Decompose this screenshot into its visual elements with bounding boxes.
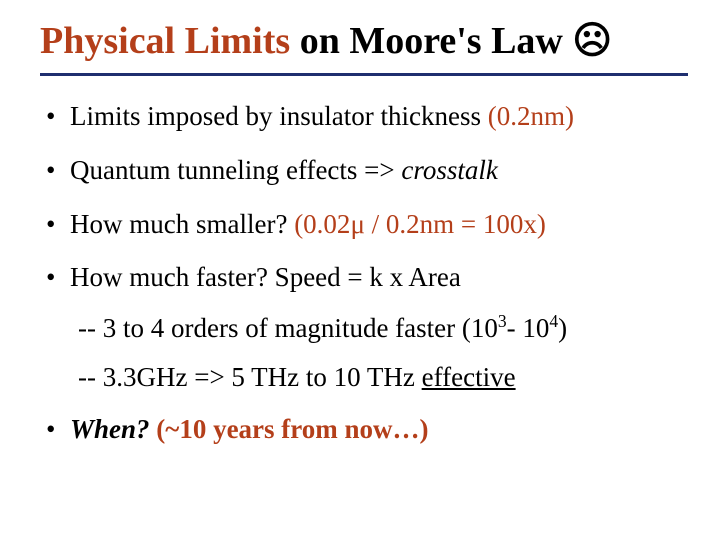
bullet-text: Quantum tunneling effects => [70,155,401,185]
sub-text-a: 3.3GHz => 5 THz to 10 THz [103,362,422,392]
sub-text-mid: - 10 [507,313,550,343]
sub-magnitude: -- 3 to 4 orders of magnitude faster (10… [40,313,688,344]
bullet-faster: How much faster? Speed = k x Area [40,261,688,295]
when-paren: (~10 years from now…) [150,414,429,444]
exp-4: 4 [549,311,558,331]
sub-text-end: ) [558,313,567,343]
bullet-tunneling: Quantum tunneling effects => crosstalk [40,154,688,188]
bullet-text: How much faster? Speed = k x Area [70,262,461,292]
sad-face-icon: ☹ [572,20,612,62]
bullet-list-final: When? (~10 years from now…) [40,413,688,447]
dash: -- [78,362,103,392]
title-accent: Physical Limits [40,20,290,62]
title-rest: on Moore's Law [290,20,572,62]
sub-under: effective [422,362,516,392]
bullet-text: How much smaller? [70,209,294,239]
sub-text-a: 3 to 4 orders of magnitude faster (10 [103,313,498,343]
bullet-smaller: How much smaller? (0.02μ / 0.2nm = 100x) [40,208,688,242]
when-label: When? [70,414,150,444]
slide-title: Physical Limits on Moore's Law ☹ [40,18,688,63]
bullet-list: Limits imposed by insulator thickness (0… [40,100,688,295]
bullet-ital: crosstalk [401,155,498,185]
bullet-red-b: / 0.2nm = 100x) [365,209,546,239]
bullet-insulator: Limits imposed by insulator thickness (0… [40,100,688,134]
dash: -- [78,313,103,343]
bullet-red: (0.2nm) [488,101,574,131]
bullet-when: When? (~10 years from now…) [40,413,688,447]
title-rule [40,73,688,76]
exp-3: 3 [498,311,507,331]
bullet-red-a: (0.02 [294,209,350,239]
bullet-text: Limits imposed by insulator thickness [70,101,488,131]
sub-ghz: -- 3.3GHz => 5 THz to 10 THz effective [40,362,688,393]
mu-symbol: μ [350,209,364,239]
